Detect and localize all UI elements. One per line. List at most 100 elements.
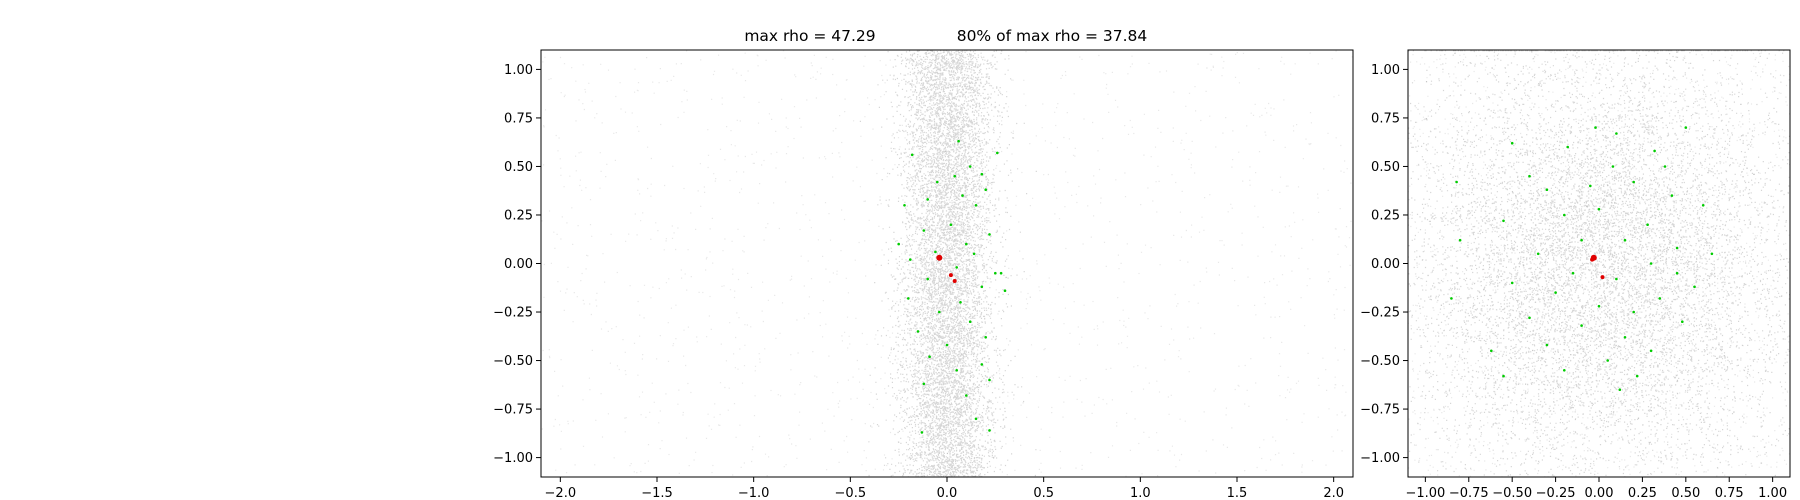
x-tick-label: 0.75 — [1715, 486, 1744, 500]
y-tick-label: −1.00 — [1360, 451, 1400, 466]
green-point — [909, 258, 912, 261]
green-point — [1670, 194, 1674, 197]
green-point — [1701, 204, 1705, 207]
green-point — [1545, 188, 1549, 191]
green-point — [928, 355, 931, 359]
x-tick-label: −0.25 — [1536, 486, 1576, 500]
green-point — [999, 271, 1003, 275]
green-point — [1649, 262, 1653, 265]
green-point — [926, 198, 929, 201]
y-tick-label: 0.00 — [1371, 257, 1400, 272]
green-point — [1597, 304, 1601, 308]
green-point — [1653, 149, 1656, 153]
green-point — [1618, 388, 1622, 392]
green-point — [961, 194, 964, 197]
y-tick-label: −0.25 — [1360, 306, 1400, 321]
green-point — [1663, 165, 1667, 168]
green-point — [1615, 277, 1618, 281]
red-point — [948, 273, 953, 278]
green-point — [1684, 126, 1688, 129]
green-point — [988, 378, 991, 382]
series-0 — [897, 139, 1007, 434]
green-point — [922, 382, 926, 386]
density-dots — [1408, 50, 1790, 477]
y-tick-label: −0.25 — [493, 306, 533, 321]
green-point — [1658, 297, 1662, 300]
scatter-panel-right: −1.00 −0.75 −0.50 −0.25 0.00 0.25 0.50 0.75 1.00… — [1360, 49, 1791, 500]
y-tick-label: −1.00 — [493, 451, 533, 466]
green-point — [936, 180, 939, 184]
green-point — [1606, 359, 1609, 362]
scatter-panel-left: −2.0 −1.5 −1.0 −0.5 0.0 0.5 1.0 1.5 2.0 1.00 0.75 0… — [493, 49, 1354, 500]
green-point — [988, 233, 991, 236]
green-point — [1635, 374, 1639, 378]
green-point — [996, 151, 999, 155]
green-point — [934, 250, 937, 254]
axes-frame — [1407, 49, 1791, 478]
green-point — [903, 204, 906, 207]
green-point — [920, 431, 924, 434]
green-point — [957, 139, 960, 143]
green-point — [1510, 281, 1514, 285]
density-cloud — [541, 50, 1353, 477]
x-tick-label: 0.5 — [1033, 486, 1054, 500]
green-point — [949, 223, 953, 226]
green-point — [984, 336, 987, 339]
green-point — [1615, 132, 1618, 135]
green-point — [1611, 165, 1615, 168]
green-point — [972, 252, 976, 256]
red-point — [936, 254, 943, 261]
x-tick-label: −0.5 — [835, 486, 867, 500]
x-tick-label: 0.0 — [937, 486, 958, 500]
green-point — [910, 153, 914, 157]
green-point — [1580, 324, 1583, 327]
series-1 — [1590, 254, 1605, 280]
green-point — [907, 297, 910, 300]
y-tick-label: 0.25 — [1371, 208, 1400, 223]
x-tick-label: −1.0 — [738, 486, 770, 500]
green-point — [980, 172, 984, 176]
green-point — [1589, 184, 1592, 188]
x-tick-label: −1.00 — [1405, 486, 1445, 500]
green-point — [1545, 343, 1549, 347]
green-point — [1623, 238, 1627, 242]
green-point — [1510, 141, 1514, 145]
y-tick-label: 0.75 — [504, 111, 533, 126]
green-point — [926, 277, 929, 281]
green-point — [1563, 369, 1566, 372]
y-tick-label: 1.00 — [1371, 63, 1400, 78]
green-point — [980, 363, 984, 366]
y-tick-label: −0.75 — [493, 403, 533, 418]
green-point — [955, 369, 958, 372]
green-point — [965, 394, 968, 397]
green-point — [1675, 271, 1679, 275]
x-tick-label: 2.0 — [1323, 486, 1344, 500]
green-point — [974, 417, 978, 421]
x-tick-label: −1.5 — [641, 486, 673, 500]
series-1 — [936, 254, 957, 283]
green-point — [953, 174, 956, 178]
green-point — [1455, 180, 1458, 184]
green-point — [1571, 271, 1575, 275]
density-dots — [859, 50, 1037, 477]
x-tick-label: 0.00 — [1585, 486, 1614, 500]
x-tick-label: −0.50 — [1492, 486, 1532, 500]
green-point — [1632, 310, 1635, 314]
y-tick-label: 0.50 — [504, 160, 533, 175]
x-tick-label: −0.75 — [1449, 486, 1489, 500]
green-point — [897, 242, 900, 246]
green-point — [1693, 285, 1696, 289]
green-point — [1623, 336, 1627, 339]
green-point — [955, 266, 958, 269]
x-tick-label: 1.0 — [1130, 486, 1151, 500]
green-point — [1566, 145, 1569, 149]
y-tick-label: 0.00 — [504, 257, 533, 272]
green-point — [945, 343, 949, 347]
green-point — [1528, 316, 1531, 320]
green-point — [965, 242, 968, 246]
green-point — [974, 204, 978, 207]
series-0 — [1450, 126, 1714, 392]
green-point — [1632, 180, 1635, 184]
green-point — [1594, 126, 1597, 129]
y-tick-label: 1.00 — [504, 63, 533, 78]
